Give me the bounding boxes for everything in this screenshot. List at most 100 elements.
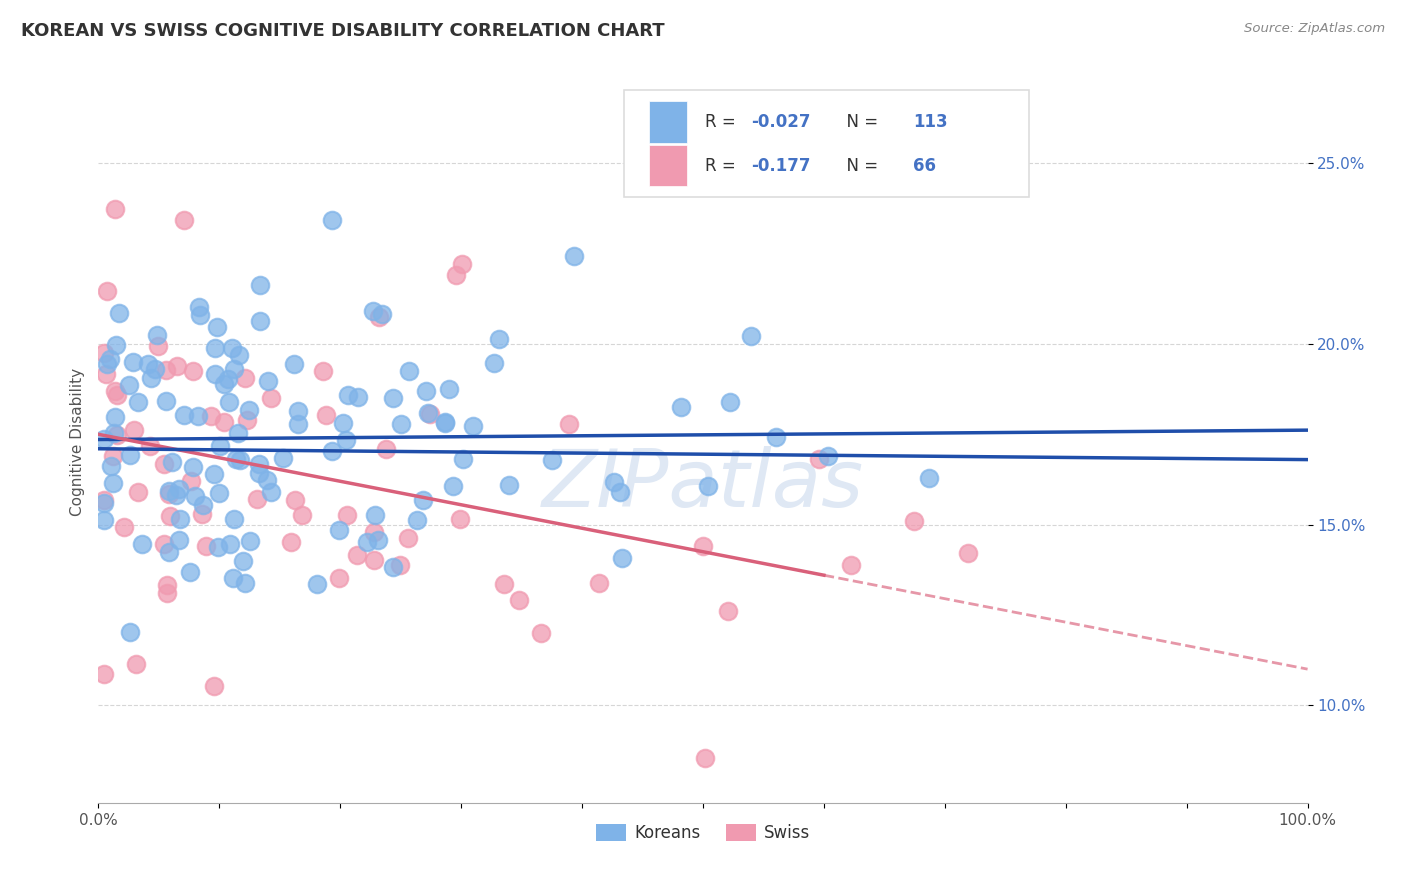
Point bbox=[180, 474, 202, 488]
Point bbox=[93, 492, 115, 507]
Point bbox=[249, 466, 271, 480]
Text: 66: 66 bbox=[914, 156, 936, 175]
Y-axis label: Cognitive Disability: Cognitive Disability bbox=[69, 368, 84, 516]
Point bbox=[104, 202, 127, 217]
Point bbox=[363, 553, 385, 567]
Point bbox=[332, 416, 354, 430]
Point bbox=[439, 382, 461, 396]
Text: 113: 113 bbox=[914, 113, 948, 131]
Point bbox=[441, 479, 464, 493]
Point bbox=[451, 257, 474, 271]
Text: N =: N = bbox=[837, 113, 883, 131]
Point bbox=[228, 348, 250, 362]
Point bbox=[146, 338, 169, 352]
Point bbox=[249, 314, 271, 328]
Point bbox=[212, 415, 235, 429]
Point bbox=[356, 535, 378, 549]
Point bbox=[157, 487, 180, 501]
Point bbox=[183, 489, 205, 503]
Point bbox=[226, 426, 249, 441]
Point bbox=[145, 362, 167, 376]
Point bbox=[388, 558, 411, 572]
Point bbox=[131, 537, 153, 551]
Point bbox=[162, 455, 184, 469]
Point bbox=[367, 310, 389, 325]
Point bbox=[588, 576, 610, 591]
Point bbox=[108, 306, 131, 320]
Point bbox=[382, 391, 405, 405]
Point bbox=[233, 576, 256, 591]
Point bbox=[446, 268, 468, 283]
Text: R =: R = bbox=[706, 113, 741, 131]
Point bbox=[138, 439, 160, 453]
Point bbox=[233, 371, 256, 385]
Point bbox=[96, 284, 118, 298]
Point bbox=[287, 417, 309, 431]
Point bbox=[238, 403, 260, 417]
Point bbox=[256, 473, 278, 487]
Point bbox=[492, 577, 515, 591]
Point bbox=[194, 539, 217, 553]
Point bbox=[364, 508, 387, 522]
Point bbox=[156, 586, 179, 600]
Point bbox=[696, 478, 718, 492]
Point bbox=[249, 277, 271, 292]
Point bbox=[93, 346, 115, 360]
Point bbox=[841, 558, 863, 573]
Point bbox=[98, 352, 121, 367]
Point bbox=[918, 471, 941, 485]
Point bbox=[136, 357, 159, 371]
Point bbox=[104, 410, 127, 425]
Point bbox=[101, 449, 124, 463]
Point bbox=[165, 488, 187, 502]
Point bbox=[157, 545, 180, 559]
Point bbox=[451, 451, 474, 466]
Point bbox=[205, 320, 228, 334]
Point bbox=[127, 485, 149, 500]
Point bbox=[558, 417, 581, 431]
Point bbox=[112, 519, 135, 533]
Point bbox=[169, 512, 191, 526]
Point bbox=[222, 362, 245, 376]
FancyBboxPatch shape bbox=[648, 101, 688, 143]
Point bbox=[346, 390, 368, 404]
Point bbox=[232, 554, 254, 568]
Point bbox=[328, 571, 350, 585]
Point bbox=[434, 415, 457, 429]
Point bbox=[155, 393, 177, 408]
Point bbox=[155, 578, 177, 592]
Text: ZIPatlas: ZIPatlas bbox=[541, 446, 865, 524]
Point bbox=[96, 357, 118, 371]
Text: -0.177: -0.177 bbox=[751, 156, 811, 175]
Point bbox=[212, 377, 235, 392]
Point bbox=[100, 459, 122, 474]
Point bbox=[124, 423, 146, 437]
Point bbox=[179, 565, 201, 579]
Point bbox=[610, 551, 633, 566]
Point bbox=[692, 539, 714, 553]
Point bbox=[371, 308, 394, 322]
Point bbox=[202, 467, 225, 481]
Point bbox=[257, 375, 280, 389]
Point bbox=[807, 452, 830, 467]
Point bbox=[105, 428, 128, 442]
Point bbox=[173, 213, 195, 227]
Point bbox=[157, 483, 180, 498]
Point bbox=[817, 449, 839, 463]
Point bbox=[321, 212, 343, 227]
Point bbox=[107, 388, 129, 402]
Point bbox=[118, 377, 141, 392]
Point bbox=[191, 498, 214, 512]
Point bbox=[239, 534, 262, 549]
Point bbox=[903, 514, 925, 528]
Point bbox=[103, 425, 125, 440]
Point bbox=[508, 593, 530, 607]
Point bbox=[449, 512, 471, 526]
Point bbox=[484, 356, 506, 370]
Legend: Koreans, Swiss: Koreans, Swiss bbox=[589, 817, 817, 848]
Point bbox=[346, 549, 368, 563]
Point bbox=[406, 513, 429, 527]
Point bbox=[321, 443, 343, 458]
Point bbox=[412, 492, 434, 507]
Point bbox=[159, 508, 181, 523]
